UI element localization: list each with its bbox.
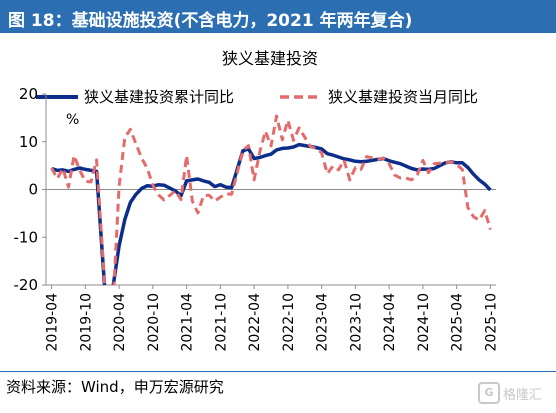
chart-title: 狭义基建投资: [222, 49, 318, 68]
y-tick-label: -20: [14, 276, 39, 294]
x-tick-label: 2022-10: [281, 293, 297, 352]
legend-label-series-1: 狭义基建投资累计同比: [84, 88, 234, 106]
y-tick-label: -10: [14, 228, 39, 246]
legend-label-series-2: 狭义基建投资当月同比: [328, 88, 478, 106]
x-tick-label: 2020-10: [146, 293, 162, 352]
x-tick-label: 2025-10: [483, 293, 499, 352]
series-line-1: [51, 142, 492, 285]
figure-title: 图 18：基础设施投资(不含电力，2021 年两年复合): [8, 11, 413, 31]
watermark-text: 格隆汇: [503, 387, 543, 403]
y-tick-label: 20: [19, 85, 38, 103]
x-tick-label: 2021-04: [180, 293, 196, 352]
y-axis-unit: %: [66, 112, 79, 128]
legend: 狭义基建投资累计同比 狭义基建投资当月同比: [36, 88, 478, 106]
x-tick-label: 2022-04: [247, 293, 263, 352]
x-tick-label: 2024-04: [382, 293, 398, 352]
x-axis: 2019-04 2019-10 2020-04 2020-10 2021-04 2021-…: [45, 189, 499, 352]
watermark-mark: G: [478, 382, 500, 404]
x-tick-label: 2024-10: [416, 293, 432, 352]
x-tick-label: 2025-04: [450, 293, 466, 352]
y-axis: -20 -10 0 10 20: [14, 85, 47, 294]
y-tick-label: 10: [19, 133, 38, 151]
footer-divider: [0, 371, 556, 372]
figure-header: 图 18：基础设施投资(不含电力，2021 年两年复合): [0, 0, 556, 33]
x-tick-label: 2019-10: [78, 293, 94, 352]
x-tick-label: 2021-10: [213, 293, 229, 352]
x-tick-label: 2019-04: [45, 293, 61, 352]
source-note: 资料来源：Wind，申万宏源研究: [6, 378, 224, 396]
x-tick-label: 2020-04: [112, 293, 128, 352]
x-tick-label: 2023-04: [315, 293, 331, 352]
watermark-logo: G 格隆汇: [478, 382, 552, 408]
series-line-2: [50, 114, 492, 285]
y-tick-label: 0: [28, 181, 38, 199]
line-chart: 狭义基建投资 狭义基建投资累计同比 狭义基建投资当月同比 % -20 -10 0 10…: [14, 49, 500, 352]
x-tick-label: 2023-10: [348, 293, 364, 352]
plot-area: [50, 114, 492, 285]
